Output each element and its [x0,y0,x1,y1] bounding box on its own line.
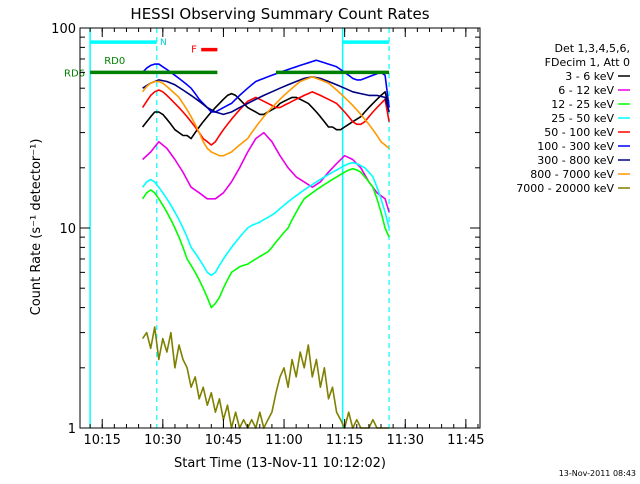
series-line-2 [142,131,390,213]
y-tick-label: 100 [51,22,76,37]
legend-entry-label: 25 - 50 keV [551,112,614,125]
x-tick-label: 11:30 [387,433,424,448]
series-line-8 [141,76,390,157]
y-tick-label: 10 [59,222,76,237]
x-tick-label: 11:45 [447,433,484,448]
legend-entry-label: 300 - 800 keV [537,154,614,167]
legend-header-line: FDecim 1, Att 0 [545,56,630,69]
series-line-9 [141,326,390,429]
rd-label-lower: RD6 [64,68,85,79]
rd-label-upper: RD0 [104,56,125,67]
x-tick-label: 11:00 [265,433,302,448]
x-tick-label: 10:30 [144,433,181,448]
night-label: N [160,38,167,48]
legend-entry-label: 800 - 7000 keV [530,168,614,181]
series-line-4 [141,161,390,277]
y-tick-label: 1 [68,422,76,437]
flare-label: F [191,44,197,55]
legend-entry-label: 100 - 300 keV [537,140,614,153]
series-line-7 [142,76,390,116]
x-axis-label: Start Time (13-Nov-11 10:12:02) [174,456,386,471]
legend-entry-label: 50 - 100 keV [544,126,614,139]
chart-title: HESSI Observing Summary Count Rates [130,5,429,23]
x-tick-label: 11:15 [326,433,363,448]
y-axis-label: Count Rate (s⁻¹ detector⁻¹) [29,139,44,316]
series-line-3 [141,167,390,309]
legend-entry-label: 12 - 25 keV [551,98,614,111]
legend-entry-label: 3 - 6 keV [565,70,614,83]
footer-timestamp: 13-Nov-2011 08:43 [559,469,636,478]
x-tick-label: 10:15 [83,433,120,448]
legend: Det 1,3,4,5,6,FDecim 1, Att 03 - 6 keV6 … [516,42,630,195]
plot-area: N F RD0 RD6 1 10 100 10:15 10:30 10:45 11:00 11:15 1… [51,22,484,448]
series-line-5 [141,89,390,146]
legend-header-line: Det 1,3,4,5,6, [554,42,630,55]
legend-entry-label: 7000 - 20000 keV [516,182,614,195]
series-line-6 [142,59,390,113]
legend-entry-label: 6 - 12 keV [558,84,614,97]
x-tick-label: 10:45 [205,433,242,448]
